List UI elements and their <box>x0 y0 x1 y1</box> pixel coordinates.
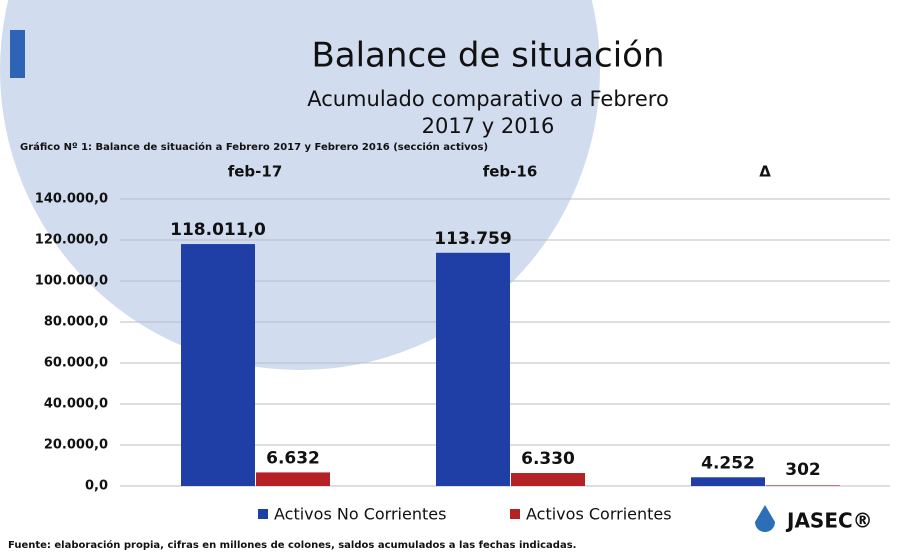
category-label: feb-17 <box>228 163 283 181</box>
legend-label: Activos No Corrientes <box>274 505 446 524</box>
category-label: Δ <box>759 163 771 181</box>
tab <box>10 30 25 78</box>
value-label: 6.632 <box>266 448 320 468</box>
y-tick-label: 140.000,0 <box>35 192 108 207</box>
legend-label: Activos Corrientes <box>526 505 672 524</box>
y-tick-label: 20.000,0 <box>44 438 108 453</box>
y-tick-label: 0,0 <box>85 479 108 494</box>
subtitle: Acumulado comparativo a Febrero <box>307 87 669 111</box>
bar <box>766 485 840 486</box>
value-label: 302 <box>785 460 821 480</box>
category-label: feb-16 <box>483 163 538 181</box>
value-label: 118.011,0 <box>170 220 266 240</box>
bar <box>691 477 765 486</box>
y-tick-label: 100.000,0 <box>35 274 108 289</box>
bar <box>436 252 510 486</box>
value-label: 113.759 <box>434 229 511 249</box>
logo: JASEC® <box>785 509 873 533</box>
legend-swatch <box>510 509 520 519</box>
y-tick-label: 80.000,0 <box>44 315 108 330</box>
chart-title: Gráfico Nº 1: Balance de situación a Feb… <box>20 141 488 153</box>
value-label: 4.252 <box>701 453 755 473</box>
y-tick-label: 40.000,0 <box>44 397 108 412</box>
bar <box>181 244 255 486</box>
y-tick-label: 60.000,0 <box>44 356 108 371</box>
subtitle: 2017 y 2016 <box>422 114 555 138</box>
logo-icon <box>755 505 775 532</box>
y-tick-label: 120.000,0 <box>35 233 108 248</box>
source: Fuente: elaboración propia, cifras en mi… <box>8 539 576 551</box>
legend-swatch <box>258 509 268 519</box>
bar <box>256 472 330 486</box>
slide-title: Balance de situación <box>311 36 664 76</box>
value-label: 6.330 <box>521 449 575 469</box>
bar <box>511 473 585 486</box>
